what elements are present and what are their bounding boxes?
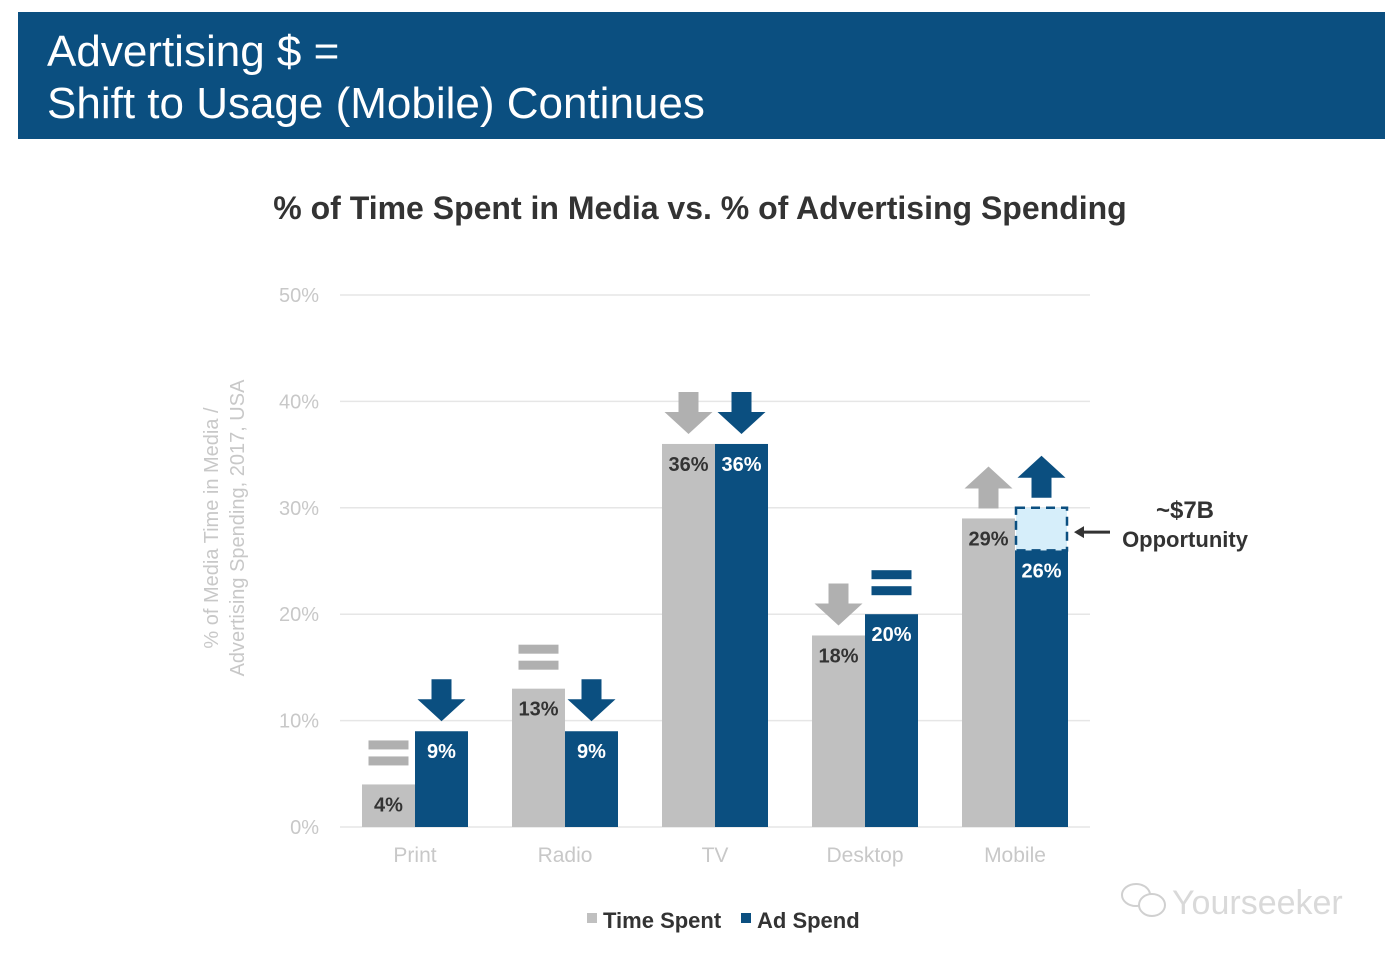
bar-ad-spend [415,731,468,827]
bar-ad-spend [865,614,918,827]
equal-icon [518,644,559,670]
data-label: 26% [1021,560,1061,582]
data-label: 4% [374,794,403,816]
legend: Time Spent Ad Spend [587,908,860,933]
bar-ad-spend [715,443,768,827]
data-label: 20% [871,624,911,646]
watermark: Yourseeker [1121,883,1343,922]
equal-bar [518,660,559,670]
arrow-head [1074,526,1084,539]
y-tick-label: 10% [279,711,319,733]
equal-bar [368,740,409,750]
y-tick-label: 40% [279,391,319,413]
arrow-down-icon [567,679,616,722]
bars: 4% 9% 13% 9% 36% 36% 18% 20% 29% 26% [362,391,1068,827]
wechat-icon [1121,883,1166,917]
bar-time-spent [662,443,715,827]
arrow-shape [717,391,766,434]
legend-label-time-spent: Time Spent [603,908,722,933]
x-tick-label: Mobile [984,844,1046,867]
x-tick-label: TV [702,844,729,867]
bar-time-spent [962,518,1015,827]
legend-label-ad-spend: Ad Spend [757,908,860,933]
equal-bar [368,756,409,766]
opportunity-label: Opportunity [1122,527,1249,552]
data-label: 13% [518,699,558,721]
opportunity-amount: ~$7B [1156,497,1214,524]
arrow-shape [964,466,1013,509]
header-title-line2: Shift to Usage (Mobile) Continues [47,79,705,128]
arrow-shape [664,391,713,434]
data-label: 9% [577,741,606,763]
arrow-shape [814,583,863,626]
bar-time-spent [512,688,565,827]
x-ticks: Print Radio TV Desktop Mobile [393,844,1046,867]
equal-bar [518,644,559,654]
legend-swatch-ad-spend [741,913,751,923]
y-axis-label-line2: Advertising Spending, 2017, USA [227,379,249,677]
x-tick-label: Radio [538,844,593,867]
header-band [18,12,1385,139]
arrow-down-icon [717,391,766,434]
legend-swatch-time-spent [587,913,597,923]
equal-bar [871,570,912,580]
opportunity-box [1014,506,1069,552]
x-tick-label: Print [393,844,436,867]
bar-time-spent [812,635,865,827]
y-tick-label: 0% [290,817,319,839]
arrow-up-icon [1017,455,1066,498]
bar-ad-spend [565,731,618,827]
data-label: 36% [668,454,708,476]
y-tick-label: 50% [279,285,319,307]
arrow-shape [567,679,616,722]
equal-icon [871,570,912,596]
arrow-down-icon [417,679,466,722]
y-tick-label: 30% [279,498,319,520]
arrow-up-icon [964,466,1013,509]
data-label: 9% [427,741,456,763]
data-label: 29% [968,528,1008,550]
arrow-down-icon [664,391,713,434]
y-tick-label: 20% [279,604,319,626]
watermark-text: Yourseeker [1172,884,1343,922]
equal-icon [368,740,409,766]
x-tick-label: Desktop [826,844,903,867]
arrow-shape [417,679,466,722]
chart-title: % of Time Spent in Media vs. % of Advert… [273,190,1126,226]
header-title-line1: Advertising $ = [47,27,339,76]
bar-ad-spend [1015,550,1068,827]
y-axis-label-line1: % of Media Time in Media / [201,407,223,649]
y-ticks: 0% 10% 20% 30% 40% 50% [279,285,319,839]
arrow-down-icon [814,583,863,626]
data-label: 36% [721,454,761,476]
opportunity-annotation: ~$7B Opportunity [1014,497,1249,552]
data-label: 18% [818,645,858,667]
arrow-shape [1017,455,1066,498]
bar-time-spent [362,784,415,827]
equal-bar [871,586,912,596]
